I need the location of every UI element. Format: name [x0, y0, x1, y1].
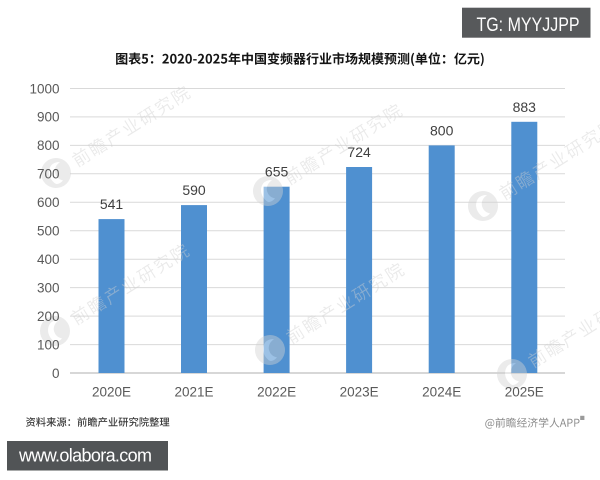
- svg-text:2022E: 2022E: [257, 384, 296, 399]
- svg-text:200: 200: [37, 309, 60, 324]
- svg-text:883: 883: [513, 99, 537, 115]
- svg-text:TG: MYYJJPP: TG: MYYJJPP: [476, 14, 579, 36]
- svg-text:700: 700: [37, 167, 60, 182]
- svg-text:800: 800: [37, 138, 60, 153]
- svg-text:800: 800: [430, 122, 454, 138]
- svg-text:0: 0: [52, 366, 60, 381]
- svg-text:2023E: 2023E: [340, 384, 379, 399]
- svg-text:www.olabora.com: www.olabora.com: [18, 446, 152, 466]
- svg-text:600: 600: [37, 195, 60, 210]
- svg-text:724: 724: [347, 144, 371, 160]
- svg-text:900: 900: [37, 110, 60, 125]
- svg-text:300: 300: [37, 280, 60, 295]
- svg-text:2021E: 2021E: [174, 384, 213, 399]
- svg-text:655: 655: [265, 164, 289, 180]
- svg-text:500: 500: [37, 224, 60, 239]
- svg-text:2024E: 2024E: [422, 384, 461, 399]
- svg-text:100: 100: [37, 337, 60, 352]
- svg-text:1000: 1000: [29, 81, 59, 96]
- svg-text:2020E: 2020E: [92, 384, 131, 399]
- svg-text:2025E: 2025E: [505, 384, 544, 399]
- svg-text:590: 590: [182, 182, 206, 198]
- svg-text:541: 541: [100, 196, 124, 212]
- svg-text:400: 400: [37, 252, 60, 267]
